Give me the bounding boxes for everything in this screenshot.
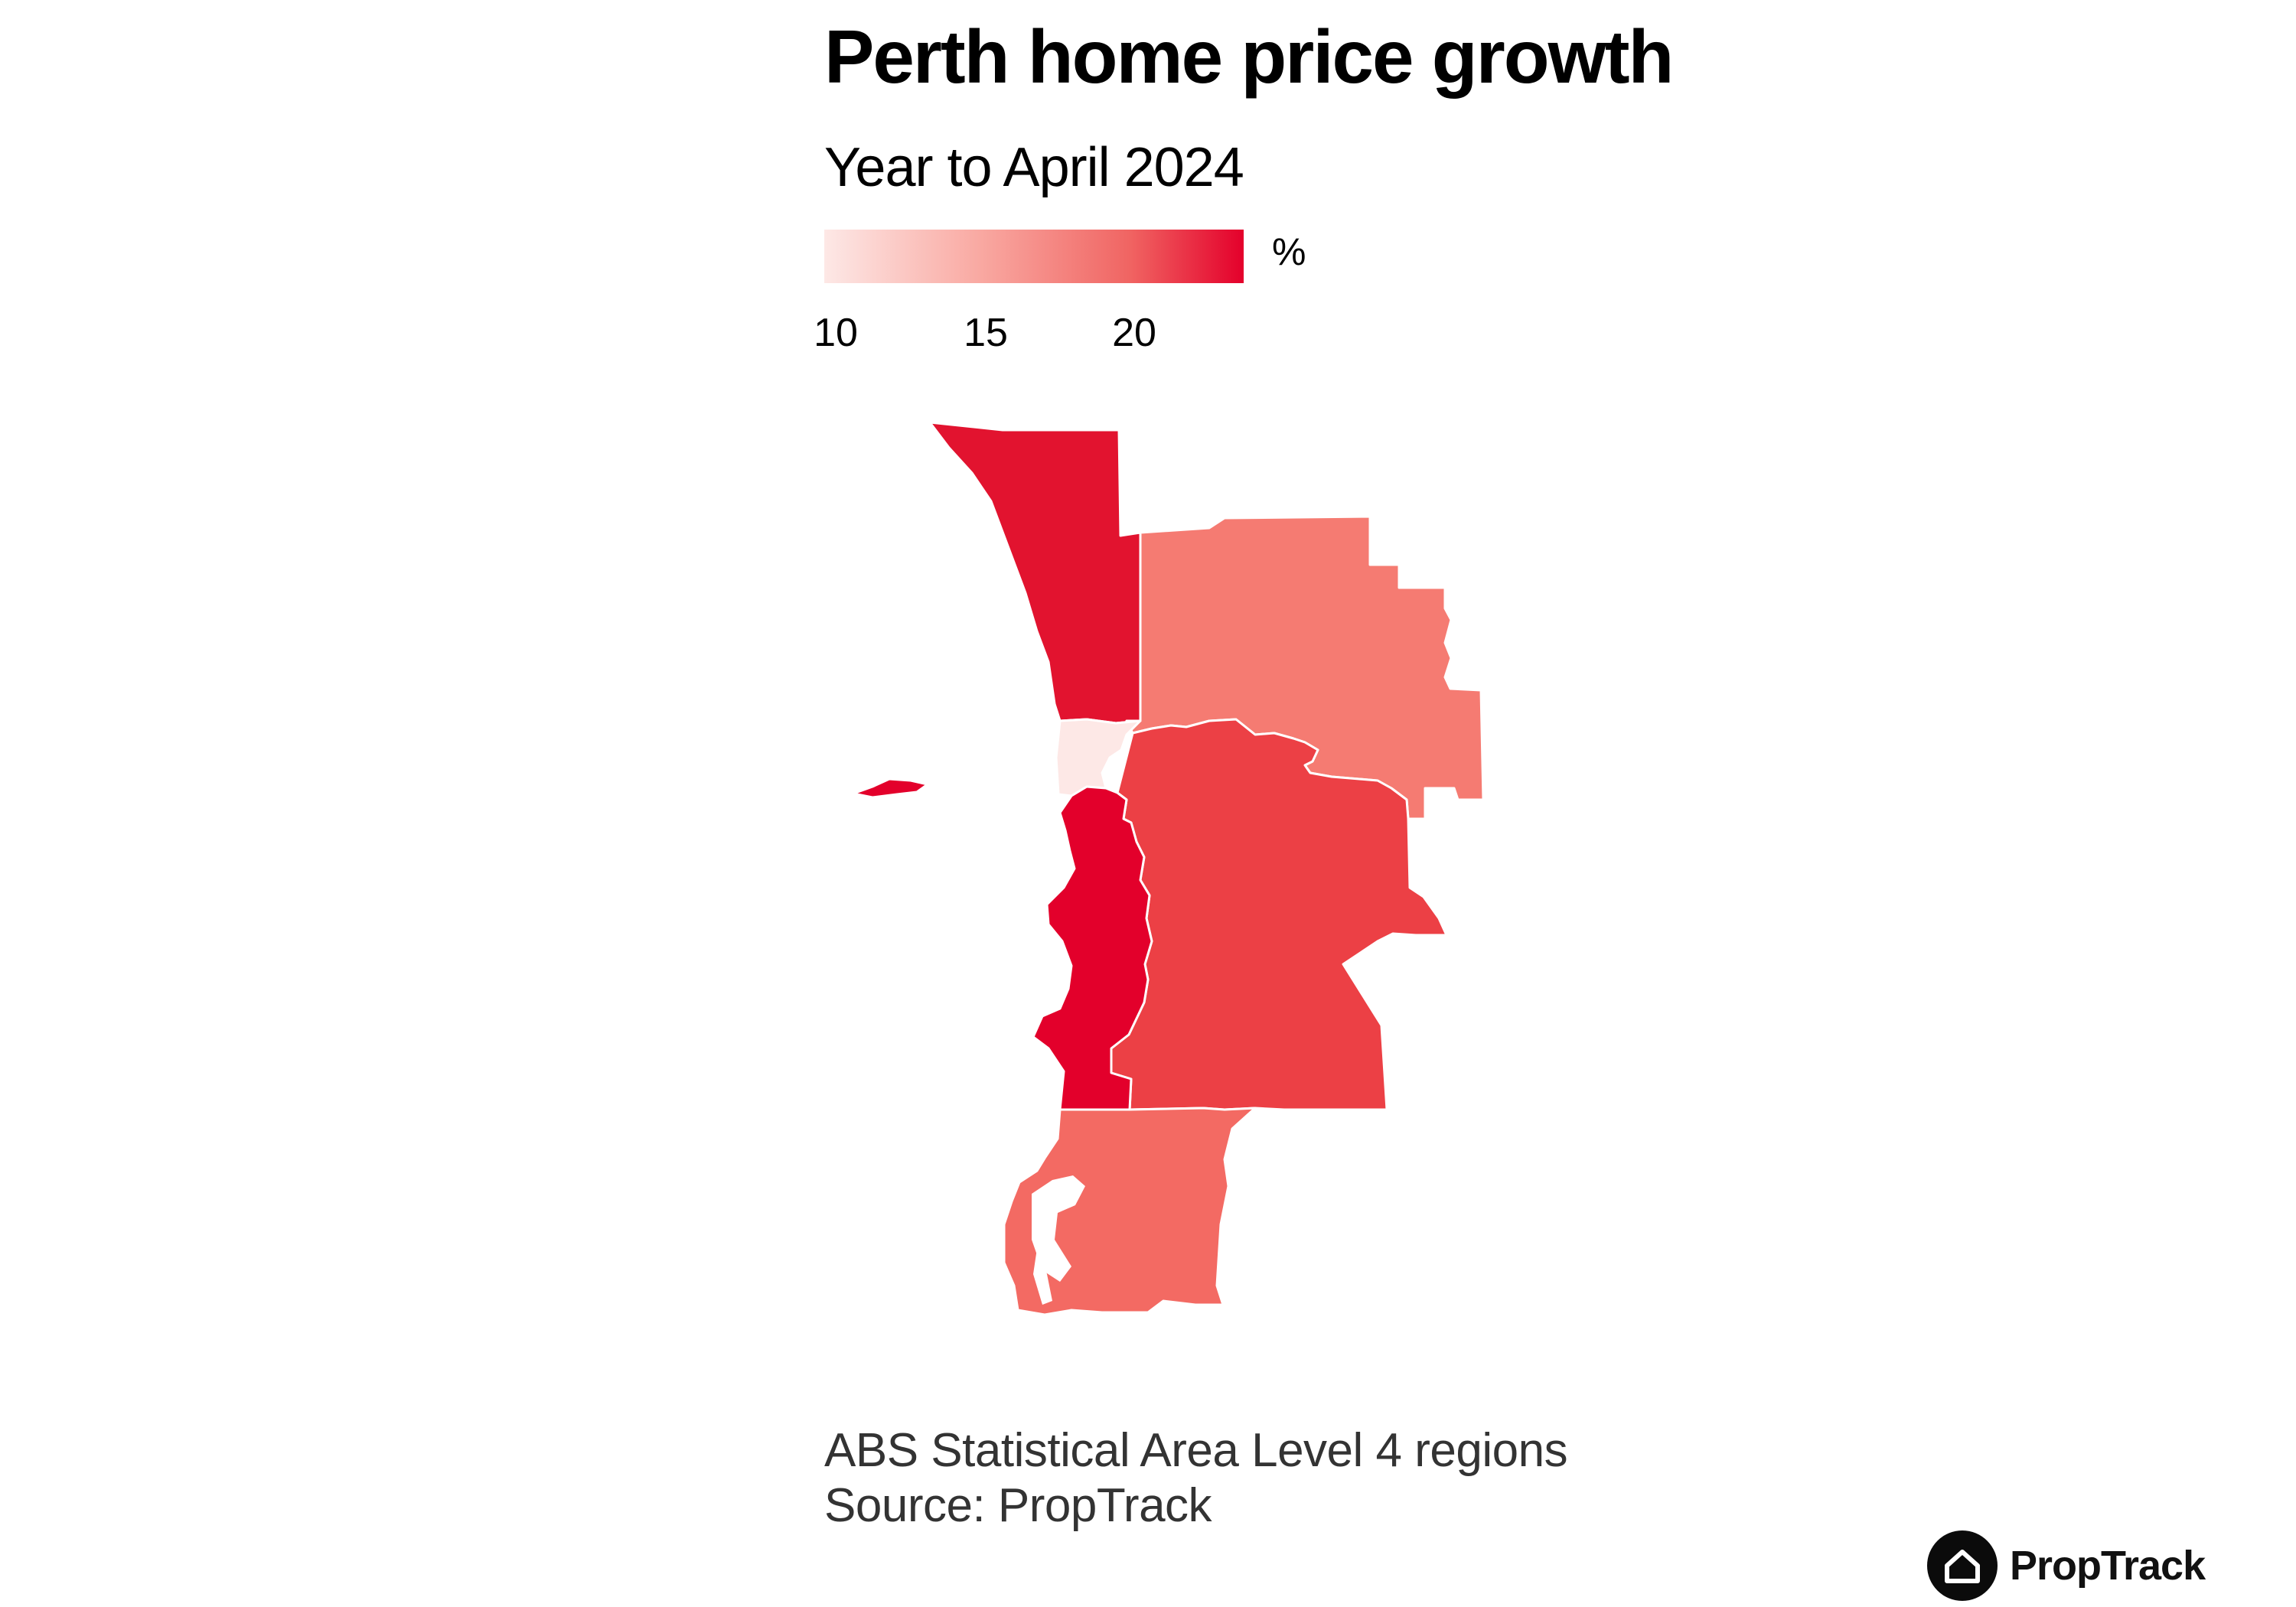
- legend-color-bar: [824, 230, 1244, 283]
- peel-inlet-water: [1032, 1175, 1085, 1282]
- legend-tick-label: 20: [1112, 311, 1156, 355]
- region-inner: [1055, 718, 1142, 797]
- source-note: Source: PropTrack: [824, 1479, 1212, 1532]
- cockburn-sound-water: [1026, 907, 1047, 960]
- house-icon: [1927, 1530, 1998, 1601]
- legend-unit: %: [1272, 230, 1306, 273]
- chart-subtitle: Year to April 2024: [824, 137, 1244, 198]
- legend-tick-label: 10: [814, 311, 858, 355]
- region-south-west: [1032, 785, 1153, 1111]
- region-rottnest-island: [852, 777, 929, 799]
- perth-choropleth-map: [852, 421, 1485, 1316]
- region-level-note: ABS Statistical Area Level 4 regions: [824, 1424, 1568, 1477]
- proptrack-logo: PropTrack: [1927, 1529, 2206, 1602]
- harvey-estuary-water: [1033, 1244, 1052, 1305]
- legend-tick-label: 15: [964, 311, 1008, 355]
- brand-name: PropTrack: [2010, 1543, 2206, 1589]
- chart-title: Perth home price growth: [824, 15, 1674, 99]
- region-north-coast: [928, 421, 1142, 725]
